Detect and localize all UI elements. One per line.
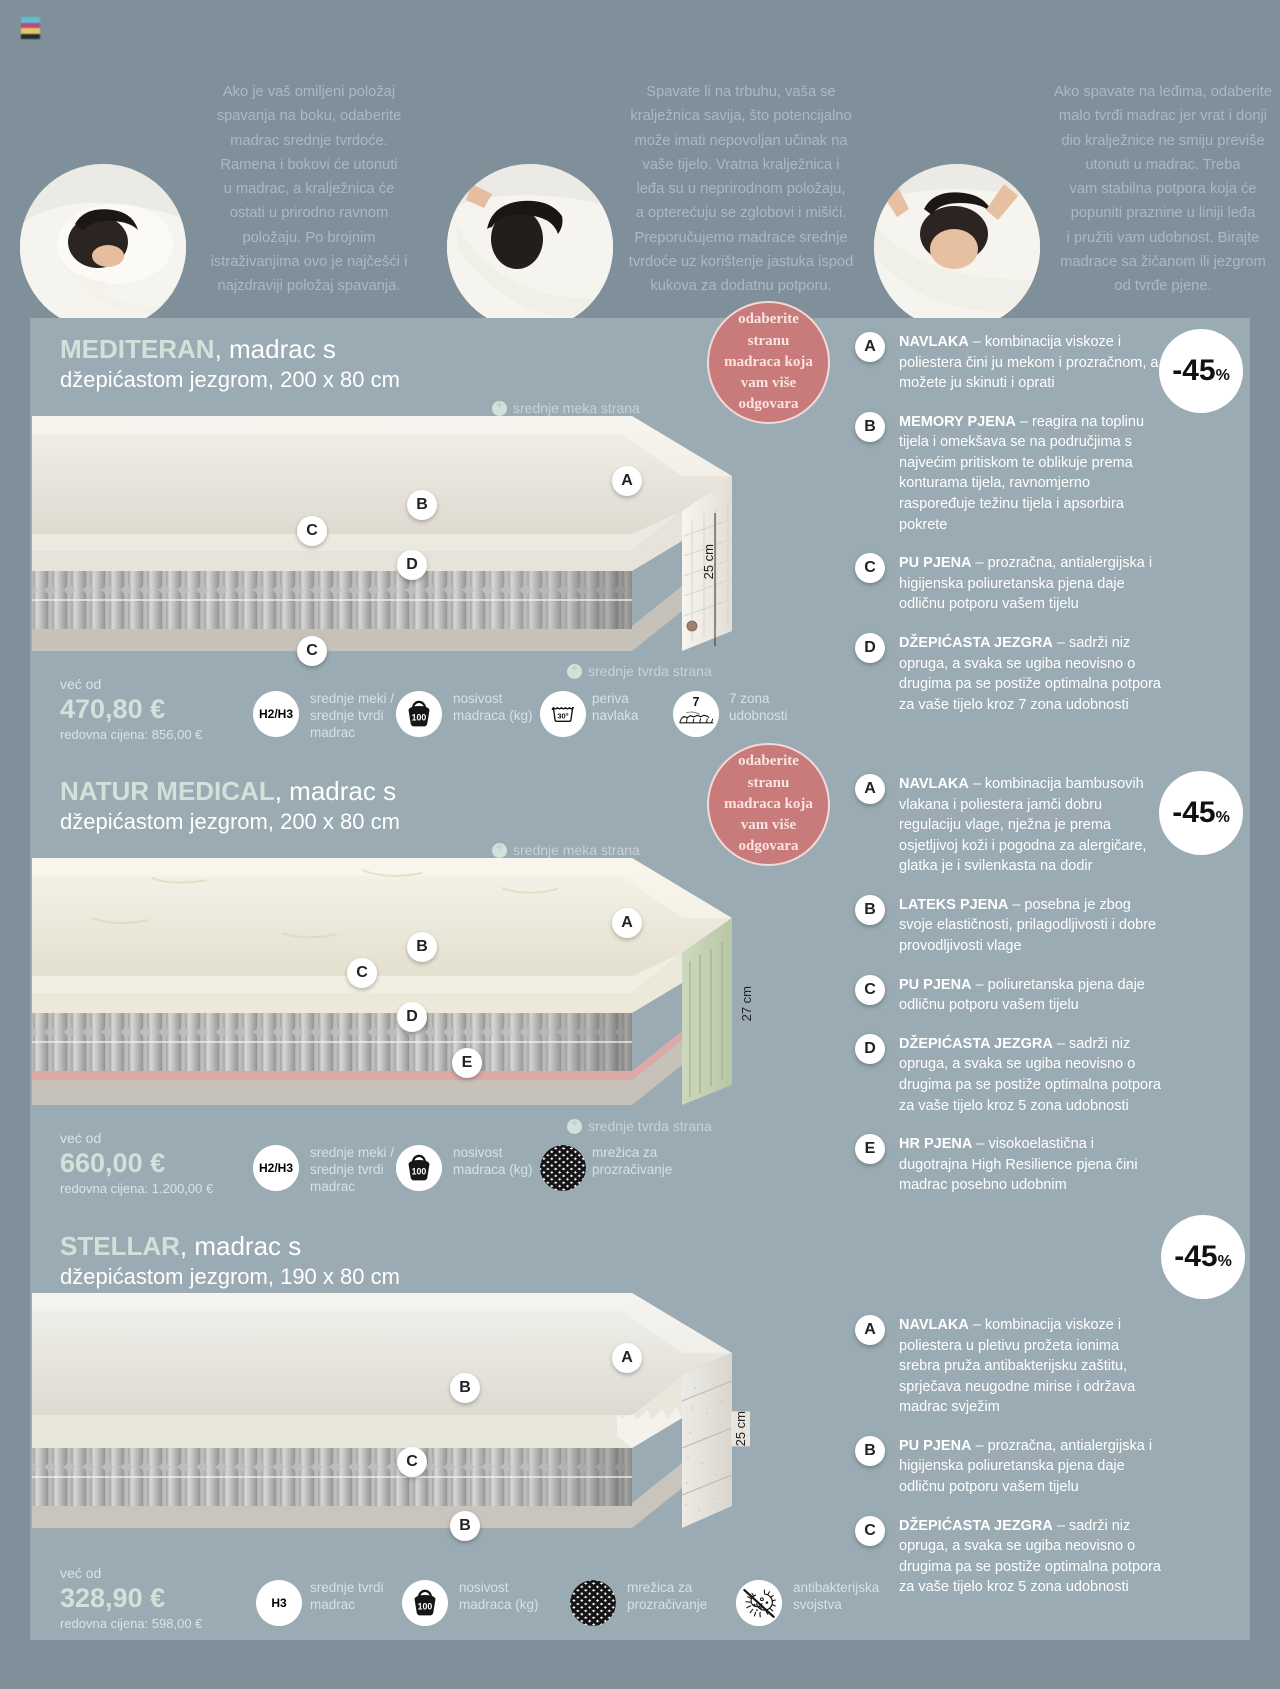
svg-text:100: 100 [418, 1601, 433, 1611]
svg-text:7: 7 [693, 695, 700, 709]
svg-text:100: 100 [412, 712, 427, 722]
svg-text:100: 100 [412, 1166, 427, 1176]
svg-text:30°: 30° [557, 712, 568, 721]
